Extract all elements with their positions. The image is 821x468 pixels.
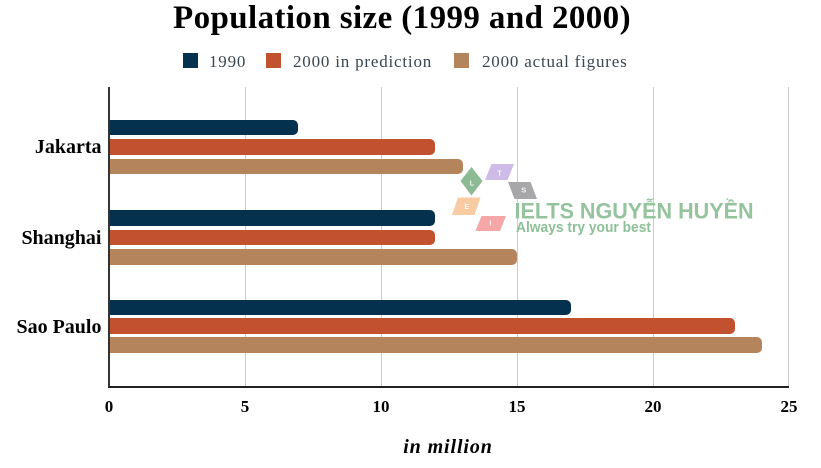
svg-text:S: S	[521, 186, 526, 195]
svg-text:Always try your best: Always try your best	[516, 219, 651, 236]
svg-text:T: T	[497, 169, 502, 178]
svg-text:IELTS NGUYỄN HUYỀN: IELTS NGUYỄN HUYỀN	[515, 198, 754, 224]
svg-text:L: L	[470, 179, 475, 188]
svg-text:E: E	[464, 202, 469, 211]
svg-text:I: I	[489, 219, 491, 228]
